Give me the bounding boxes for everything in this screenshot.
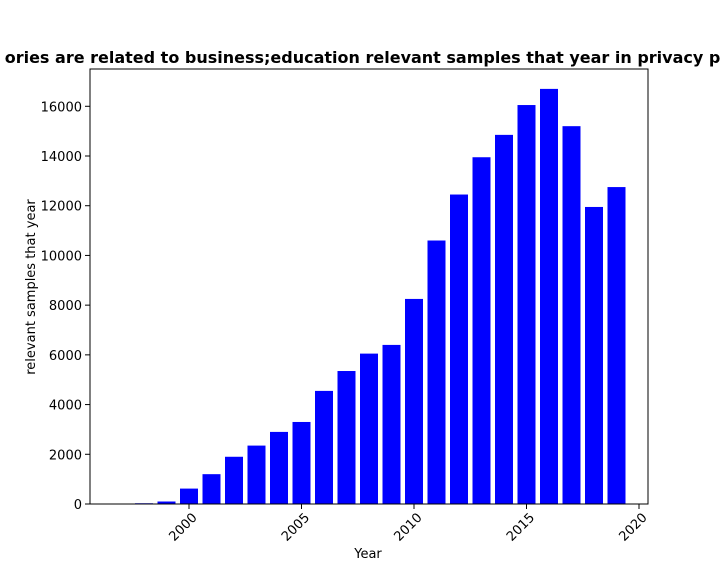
bar-2002 xyxy=(225,456,243,504)
bar-2015 xyxy=(517,105,536,504)
bar-2013 xyxy=(472,157,491,505)
bar-2004 xyxy=(270,431,288,504)
bar-2014 xyxy=(495,134,513,504)
bar-2017 xyxy=(562,126,581,505)
bar-2009 xyxy=(382,344,401,504)
y-tick-label-10000: 10000 xyxy=(41,249,82,264)
bar-2010 xyxy=(405,298,423,504)
y-tick-label-8000: 8000 xyxy=(49,299,82,314)
y-tick-label-16000: 16000 xyxy=(41,100,82,115)
y-tick-label-0: 0 xyxy=(74,498,82,513)
bar-2012 xyxy=(450,194,468,504)
x-tick-label-2005: 2005 xyxy=(279,511,313,545)
x-axis: 2000 2005 2010 2015 2020 xyxy=(167,504,651,545)
y-tick-label-4000: 4000 xyxy=(49,399,82,414)
x-tick-label-2010: 2010 xyxy=(392,511,426,545)
bar-2007 xyxy=(337,371,356,504)
x-tick-label-2000: 2000 xyxy=(167,511,201,545)
y-tick-label-2000: 2000 xyxy=(49,448,82,463)
x-tick-label-2015: 2015 xyxy=(504,511,538,545)
y-tick-label-14000: 14000 xyxy=(41,150,82,165)
x-axis-label: Year xyxy=(353,547,382,562)
chart-title: ories are related to business;education … xyxy=(5,48,720,67)
y-axis: 0 2000 4000 6000 8000 10000 12000 14000 16000 xyxy=(41,100,90,513)
x-tick-label-2020: 2020 xyxy=(617,511,651,545)
y-tick-label-6000: 6000 xyxy=(49,349,82,364)
y-tick-label-12000: 12000 xyxy=(41,200,82,215)
bar-2003 xyxy=(247,445,266,504)
bar-2019 xyxy=(607,187,626,504)
bar-2005 xyxy=(292,421,311,504)
bar-2001 xyxy=(202,474,221,504)
bar-2011 xyxy=(427,240,446,504)
bars-group xyxy=(135,88,626,505)
bar-2000 xyxy=(180,488,198,504)
bar-2006 xyxy=(315,390,333,504)
plot-frame xyxy=(89,68,649,505)
bar-2016 xyxy=(540,88,558,504)
y-axis-label: relevant samples that year xyxy=(24,199,39,375)
bar-2008 xyxy=(360,353,378,504)
bar-2018 xyxy=(585,206,603,504)
bar-1999 xyxy=(157,501,176,504)
